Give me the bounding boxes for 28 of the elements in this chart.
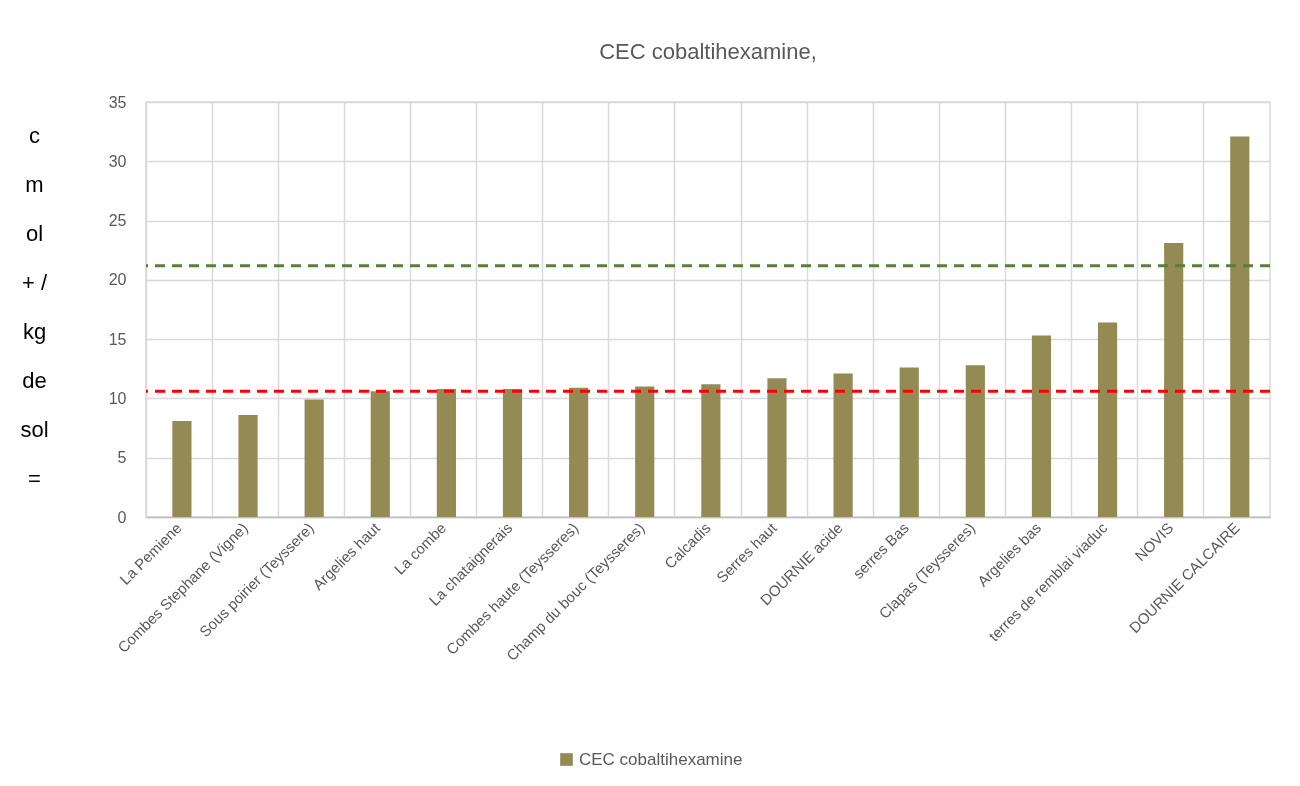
bar	[502, 388, 523, 517]
y-tick-label: 10	[108, 389, 127, 407]
y-axis-title: cmol+ / kg de sol =	[20, 122, 49, 491]
y-tick-label: 0	[117, 508, 127, 526]
bar	[635, 386, 655, 517]
bar	[436, 388, 456, 517]
legend-label: CEC cobaltihexamine	[579, 749, 743, 769]
bar	[1164, 243, 1184, 517]
bar	[1230, 136, 1250, 517]
y-tick-label: 15	[108, 330, 127, 348]
bar	[833, 373, 853, 517]
y-tick-label: 20	[108, 271, 127, 289]
y-tick-label: 25	[108, 212, 127, 230]
chart-title: CEC cobaltihexamine,	[599, 39, 817, 64]
bar	[370, 391, 390, 517]
bar	[899, 367, 919, 517]
bar	[304, 399, 324, 517]
y-tick-label: 30	[108, 152, 127, 170]
bar	[701, 384, 721, 517]
bar	[965, 365, 985, 517]
bar	[238, 415, 258, 517]
y-tick-label: 35	[108, 93, 127, 111]
bar	[767, 378, 787, 517]
bar	[569, 387, 589, 517]
y-tick-label: 5	[117, 449, 127, 467]
bar	[1097, 322, 1118, 517]
bar	[172, 420, 192, 517]
bar	[1031, 335, 1052, 517]
